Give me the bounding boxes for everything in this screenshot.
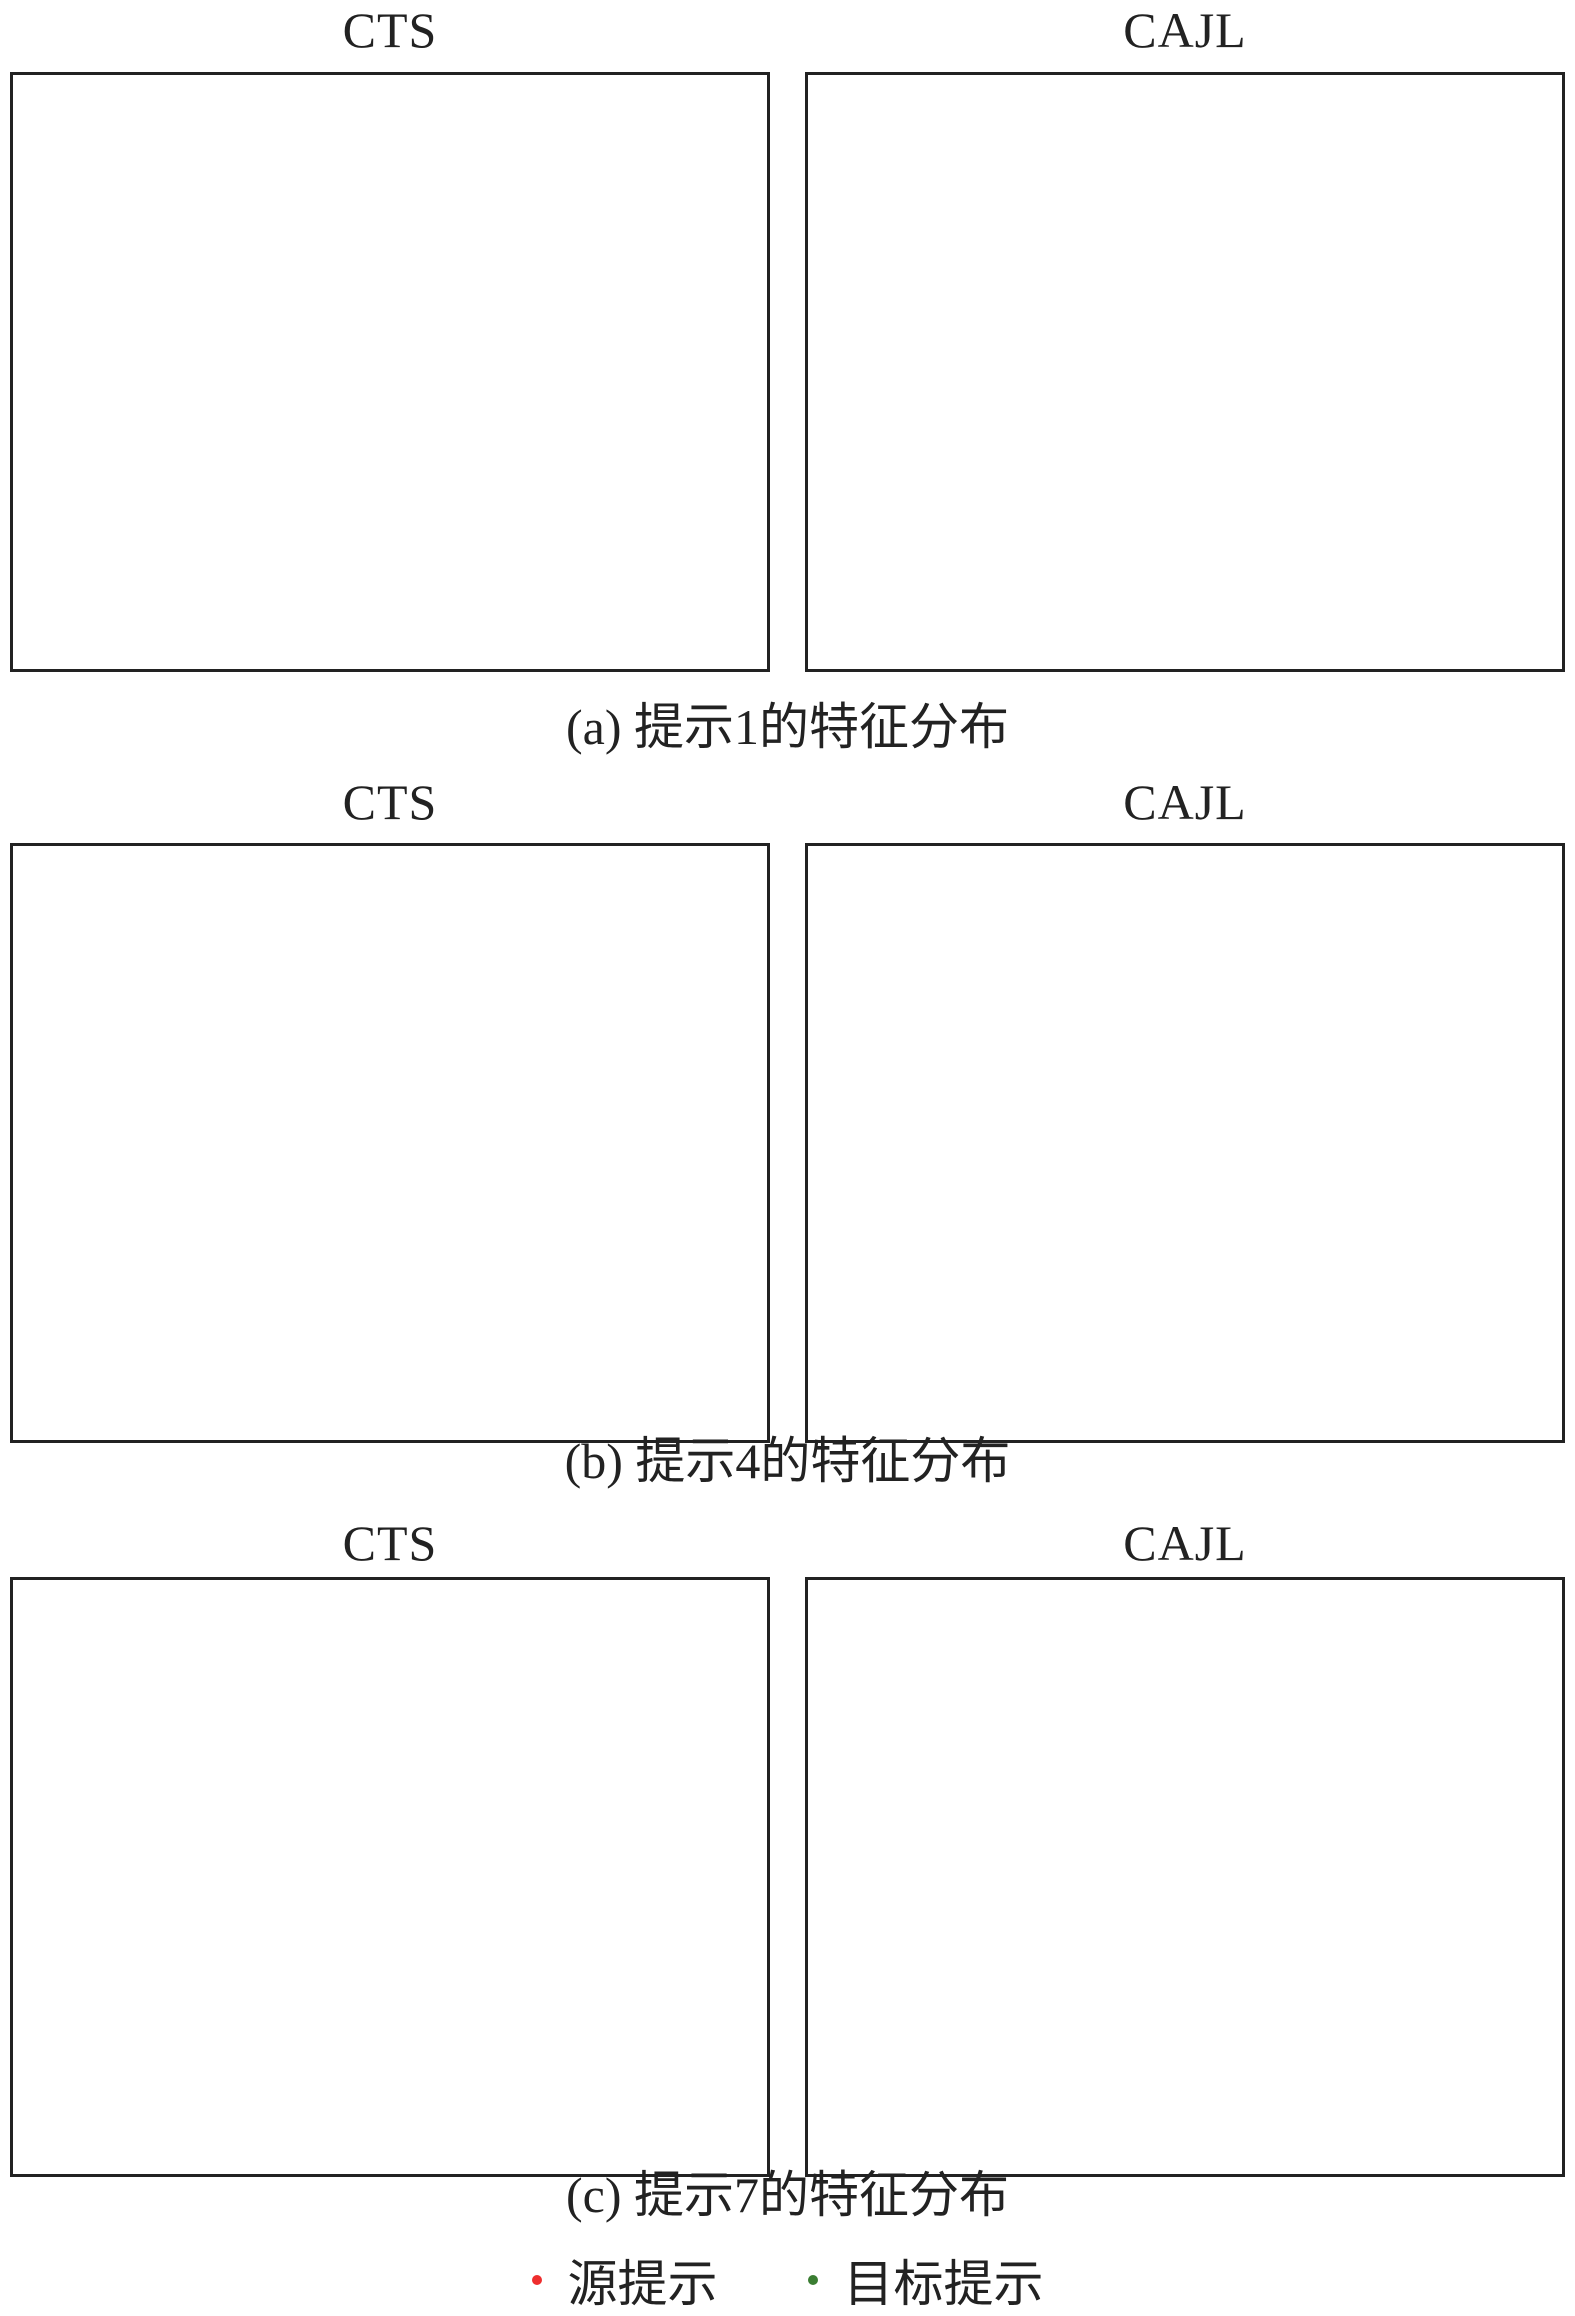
panel-title: CAJL — [1123, 2, 1247, 58]
red-dot-icon — [531, 2275, 542, 2285]
legend: 源提示 目标提示 — [0, 2250, 1575, 2312]
legend-label-source: 源提示 — [567, 2256, 718, 2312]
legend-item-source: 源提示 — [531, 2244, 718, 2316]
panel-title: CAJL — [1123, 774, 1247, 830]
scatter-svg — [13, 1580, 767, 2174]
row-caption: (a) 提示1的特征分布 — [566, 699, 1009, 755]
panel-title: CTS — [342, 774, 438, 830]
legend-label-target: 目标提示 — [843, 2256, 1044, 2312]
scatter-plot — [10, 843, 770, 1443]
scatter-plot — [10, 72, 770, 672]
row-caption: (b) 提示4的特征分布 — [564, 1433, 1011, 1489]
panel-title: CTS — [342, 1515, 438, 1571]
scatter-svg — [13, 75, 767, 669]
scatter-svg — [808, 75, 1562, 669]
scatter-plot — [805, 1577, 1565, 2177]
legend-item-target: 目标提示 — [807, 2244, 1044, 2316]
scatter-plot — [10, 1577, 770, 2177]
panel-title: CAJL — [1123, 1515, 1247, 1571]
row-caption: (c) 提示7的特征分布 — [566, 2167, 1009, 2223]
scatter-svg — [13, 846, 767, 1440]
scatter-svg — [808, 1580, 1562, 2174]
scatter-svg — [808, 846, 1562, 1440]
green-dot-icon — [807, 2275, 818, 2285]
scatter-plot — [805, 843, 1565, 1443]
panel-title: CTS — [342, 2, 438, 58]
scatter-plot — [805, 72, 1565, 672]
